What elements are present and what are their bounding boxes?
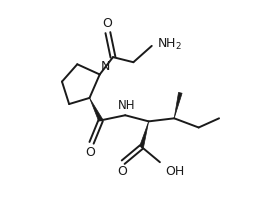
Text: N: N <box>101 60 110 73</box>
Text: O: O <box>102 17 112 30</box>
Text: O: O <box>117 165 127 178</box>
Text: NH$_2$: NH$_2$ <box>157 37 182 52</box>
Text: O: O <box>86 146 95 159</box>
Text: OH: OH <box>165 165 184 178</box>
Text: NH: NH <box>117 99 135 112</box>
Polygon shape <box>174 92 182 118</box>
Polygon shape <box>140 121 149 147</box>
Polygon shape <box>90 98 103 121</box>
